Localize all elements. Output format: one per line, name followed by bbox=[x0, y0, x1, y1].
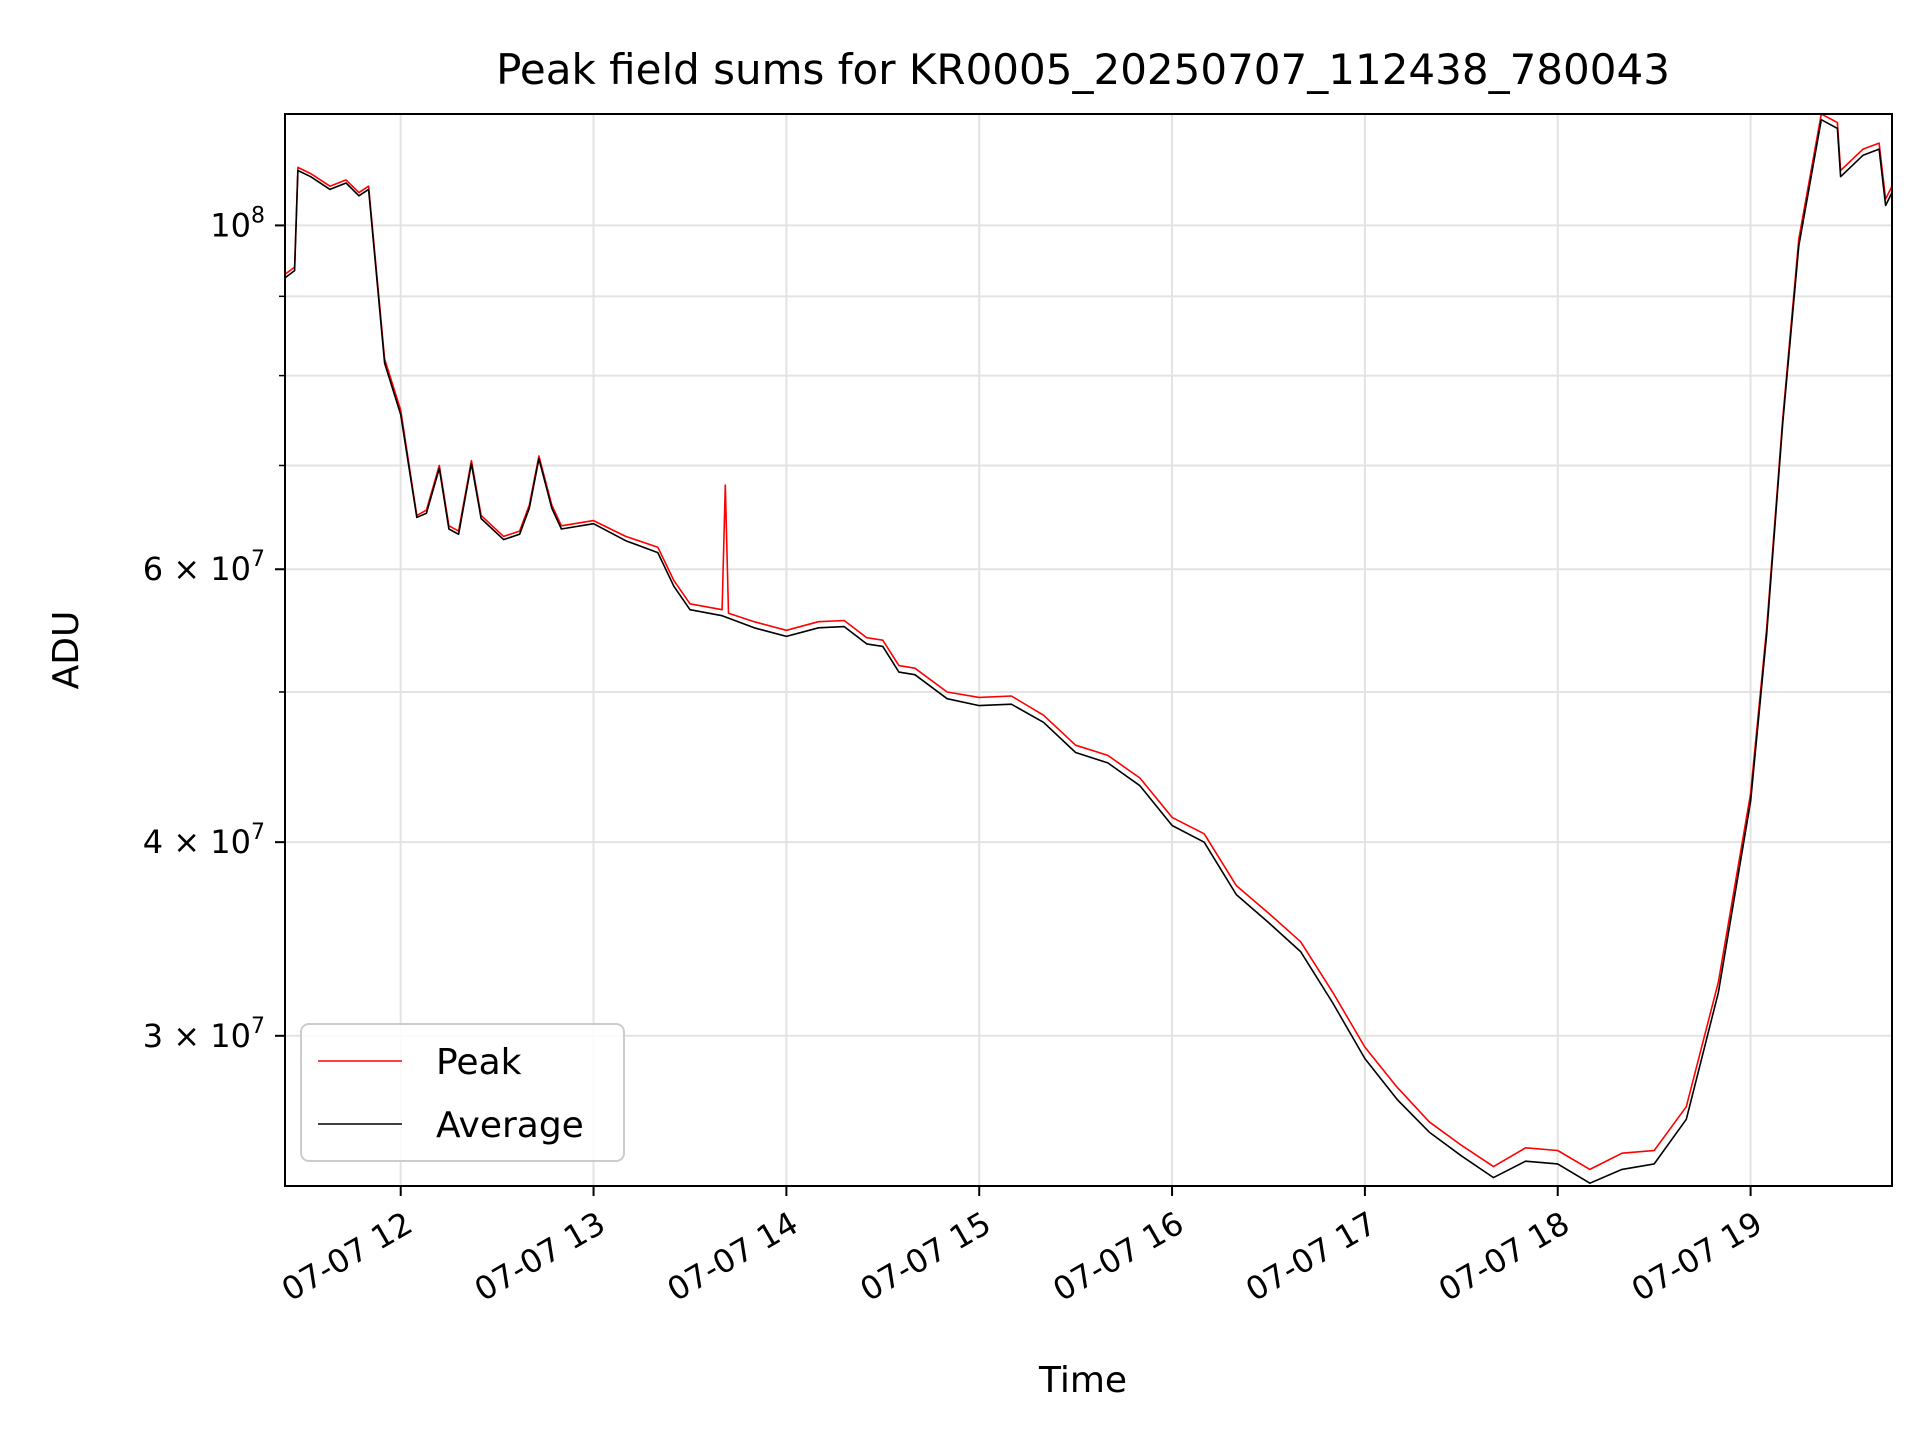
y-tick-labels: 3 × 107 4 × 107 6 × 107 108 bbox=[143, 203, 265, 1054]
average-series-line bbox=[284, 118, 1893, 1184]
y-tick-label: 3 × 107 bbox=[143, 1014, 265, 1055]
y-tick-label: 108 bbox=[210, 203, 265, 244]
plot-series bbox=[284, 113, 1893, 1184]
y-tick-label: 6 × 107 bbox=[143, 547, 265, 588]
y-axis-label: ADU bbox=[46, 611, 87, 690]
legend-average-label: Average bbox=[436, 1105, 584, 1146]
legend-peak-label: Peak bbox=[436, 1042, 522, 1083]
plot-frame bbox=[284, 113, 1893, 1187]
axis-ticks bbox=[275, 224, 1752, 1196]
legend: Peak Average bbox=[300, 1023, 625, 1162]
x-axis-label: Time bbox=[1038, 1360, 1127, 1401]
chart-title: Peak field sums for KR0005_20250707_1124… bbox=[496, 45, 1670, 94]
legend-box bbox=[300, 1023, 625, 1162]
y-tick-label: 4 × 107 bbox=[143, 820, 265, 861]
